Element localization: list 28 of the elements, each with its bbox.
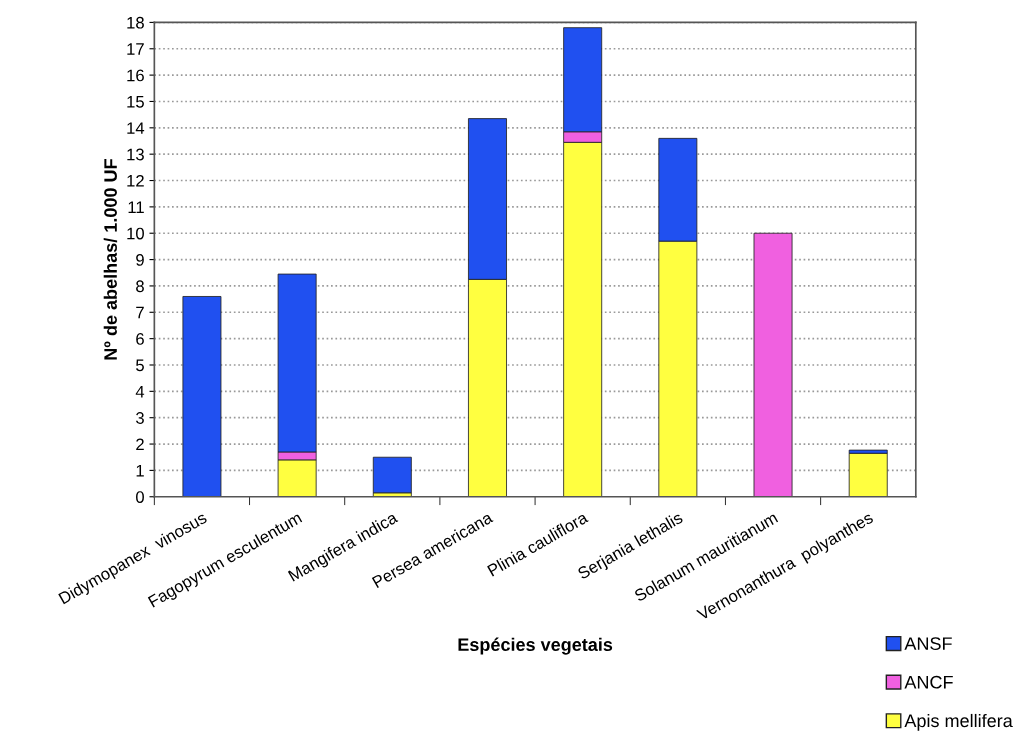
legend-label: ANCF	[904, 675, 953, 689]
y-tick-label: 5	[136, 359, 144, 372]
x-axis-title: Espécies vegetais	[458, 637, 613, 655]
legend-label: ANSF	[904, 637, 952, 650]
bar	[372, 456, 412, 494]
y-axis-title: Nº de abelhas/ 1.000 UF	[103, 159, 118, 360]
y-tick-label: 7	[136, 306, 144, 319]
y-tick-label: 16	[127, 69, 144, 82]
y-tick-label: 18	[127, 16, 144, 29]
y-tick-label: 17	[127, 43, 144, 55]
y-tick-label: 6	[136, 333, 144, 345]
y-tick-label: 11	[128, 201, 144, 213]
y-tick-label: 9	[136, 253, 144, 266]
y-tick-label: 15	[127, 96, 144, 108]
bar	[848, 452, 888, 497]
y-tick-label: 0	[136, 491, 144, 503]
y-tick-label: 4	[135, 385, 145, 398]
y-tick-label: 2	[136, 438, 144, 451]
y-tick-label: 3	[135, 412, 144, 424]
bar	[182, 296, 222, 497]
legend-label: Apis mellifera	[904, 713, 1013, 731]
y-tick-label: 8	[136, 280, 144, 293]
y-tick-label: 1	[136, 464, 144, 477]
y-tick-label: 10	[127, 227, 144, 240]
y-tick-label: 12	[127, 174, 144, 187]
y-tick-label: 14	[127, 122, 145, 134]
y-tick-label: 13	[127, 148, 144, 161]
bar	[753, 232, 793, 497]
